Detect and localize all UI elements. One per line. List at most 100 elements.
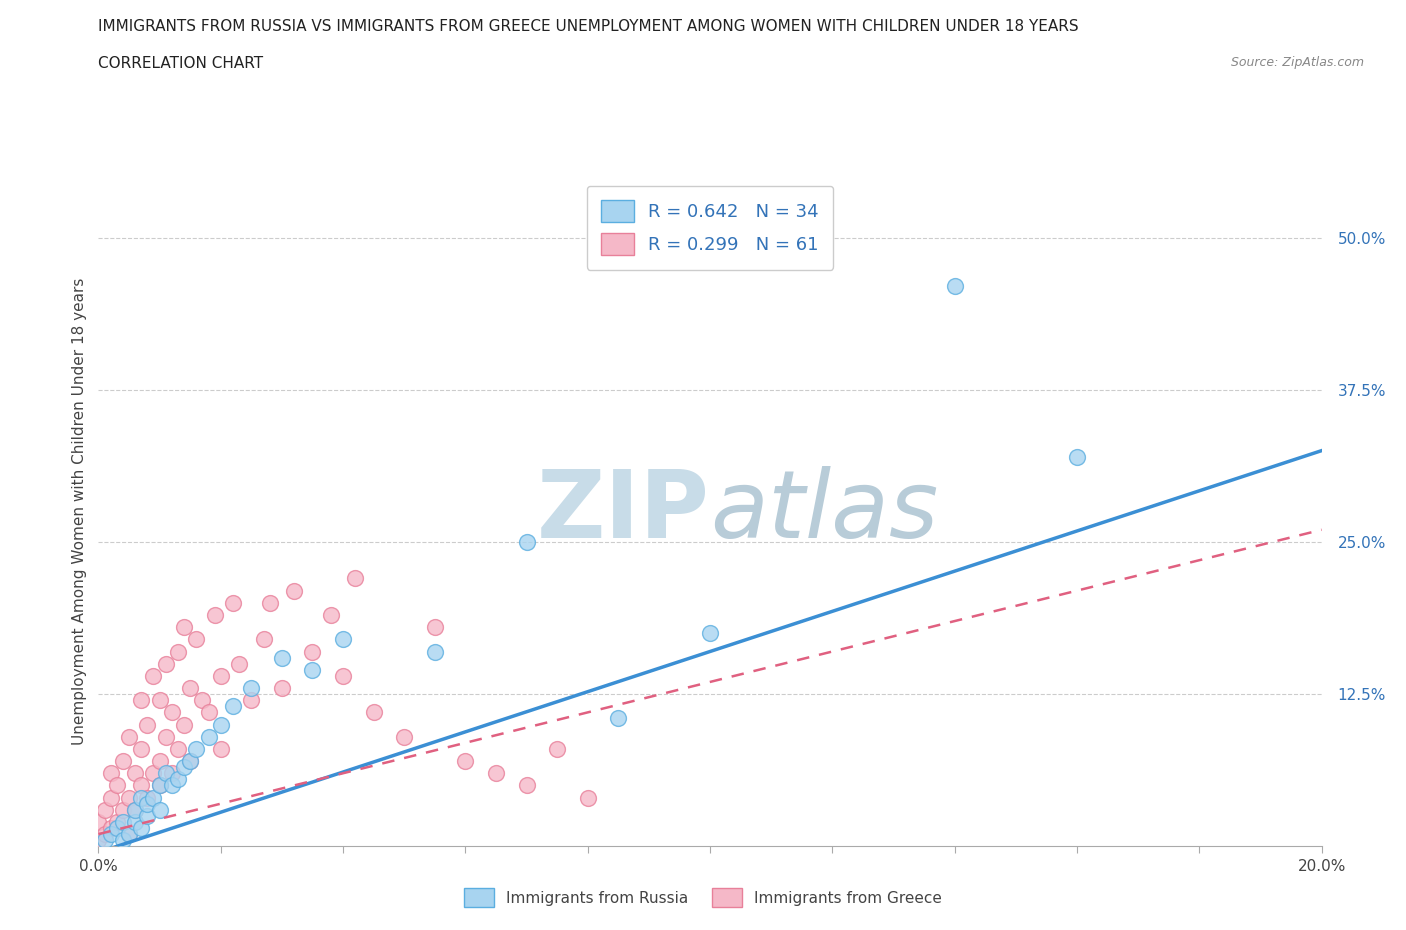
- Point: [173, 717, 195, 732]
- Point: [118, 790, 141, 805]
- Point: [105, 820, 128, 835]
- Point: [149, 693, 172, 708]
- Point: [129, 790, 152, 805]
- Point: [136, 717, 159, 732]
- Point: [252, 631, 274, 646]
- Legend: R = 0.642   N = 34, R = 0.299   N = 61: R = 0.642 N = 34, R = 0.299 N = 61: [586, 186, 834, 270]
- Point: [607, 711, 630, 726]
- Point: [173, 619, 195, 634]
- Point: [100, 765, 122, 780]
- Point: [209, 669, 232, 684]
- Point: [142, 790, 165, 805]
- Point: [105, 815, 128, 830]
- Point: [179, 681, 201, 696]
- Point: [423, 644, 446, 659]
- Point: [516, 778, 538, 793]
- Point: [129, 693, 152, 708]
- Text: CORRELATION CHART: CORRELATION CHART: [98, 56, 263, 71]
- Point: [270, 650, 292, 665]
- Point: [149, 753, 172, 768]
- Point: [155, 657, 177, 671]
- Point: [454, 753, 477, 768]
- Point: [111, 753, 134, 768]
- Point: [149, 803, 172, 817]
- Point: [222, 595, 245, 610]
- Point: [1066, 449, 1088, 464]
- Point: [167, 644, 190, 659]
- Point: [576, 790, 599, 805]
- Point: [186, 741, 208, 756]
- Point: [301, 662, 323, 677]
- Text: atlas: atlas: [710, 466, 938, 557]
- Point: [301, 644, 323, 659]
- Point: [100, 827, 122, 842]
- Point: [149, 778, 172, 793]
- Point: [259, 595, 281, 610]
- Point: [129, 778, 152, 793]
- Point: [943, 279, 966, 294]
- Point: [87, 832, 110, 847]
- Point: [228, 657, 250, 671]
- Point: [209, 717, 232, 732]
- Point: [191, 693, 214, 708]
- Point: [124, 815, 146, 830]
- Point: [118, 729, 141, 744]
- Point: [118, 827, 141, 842]
- Point: [423, 619, 446, 634]
- Point: [136, 796, 159, 811]
- Point: [100, 820, 122, 835]
- Point: [124, 765, 146, 780]
- Point: [240, 681, 263, 696]
- Point: [142, 669, 165, 684]
- Point: [197, 729, 219, 744]
- Point: [129, 820, 152, 835]
- Point: [136, 808, 159, 823]
- Point: [160, 765, 183, 780]
- Point: [111, 815, 134, 830]
- Point: [332, 669, 354, 684]
- Point: [93, 832, 115, 847]
- Point: [167, 772, 190, 787]
- Point: [124, 803, 146, 817]
- Point: [186, 631, 208, 646]
- Point: [270, 681, 292, 696]
- Point: [155, 765, 177, 780]
- Text: ZIP: ZIP: [537, 466, 710, 557]
- Point: [344, 571, 367, 586]
- Point: [105, 778, 128, 793]
- Legend: Immigrants from Russia, Immigrants from Greece: Immigrants from Russia, Immigrants from …: [457, 883, 949, 913]
- Point: [197, 705, 219, 720]
- Point: [283, 583, 305, 598]
- Point: [160, 705, 183, 720]
- Point: [111, 803, 134, 817]
- Point: [118, 827, 141, 842]
- Point: [516, 535, 538, 550]
- Point: [546, 741, 568, 756]
- Point: [93, 827, 115, 842]
- Point: [93, 803, 115, 817]
- Point: [111, 832, 134, 847]
- Point: [240, 693, 263, 708]
- Point: [332, 631, 354, 646]
- Point: [179, 753, 201, 768]
- Point: [100, 790, 122, 805]
- Point: [319, 607, 342, 622]
- Text: IMMIGRANTS FROM RUSSIA VS IMMIGRANTS FROM GREECE UNEMPLOYMENT AMONG WOMEN WITH C: IMMIGRANTS FROM RUSSIA VS IMMIGRANTS FRO…: [98, 19, 1078, 33]
- Point: [392, 729, 416, 744]
- Point: [129, 741, 152, 756]
- Point: [136, 790, 159, 805]
- Point: [209, 741, 232, 756]
- Point: [363, 705, 385, 720]
- Point: [222, 698, 245, 713]
- Point: [167, 741, 190, 756]
- Text: Source: ZipAtlas.com: Source: ZipAtlas.com: [1230, 56, 1364, 69]
- Point: [173, 760, 195, 775]
- Point: [179, 753, 201, 768]
- Point: [87, 815, 110, 830]
- Point: [149, 778, 172, 793]
- Y-axis label: Unemployment Among Women with Children Under 18 years: Unemployment Among Women with Children U…: [72, 278, 87, 745]
- Point: [160, 778, 183, 793]
- Point: [124, 803, 146, 817]
- Point: [204, 607, 226, 622]
- Point: [142, 765, 165, 780]
